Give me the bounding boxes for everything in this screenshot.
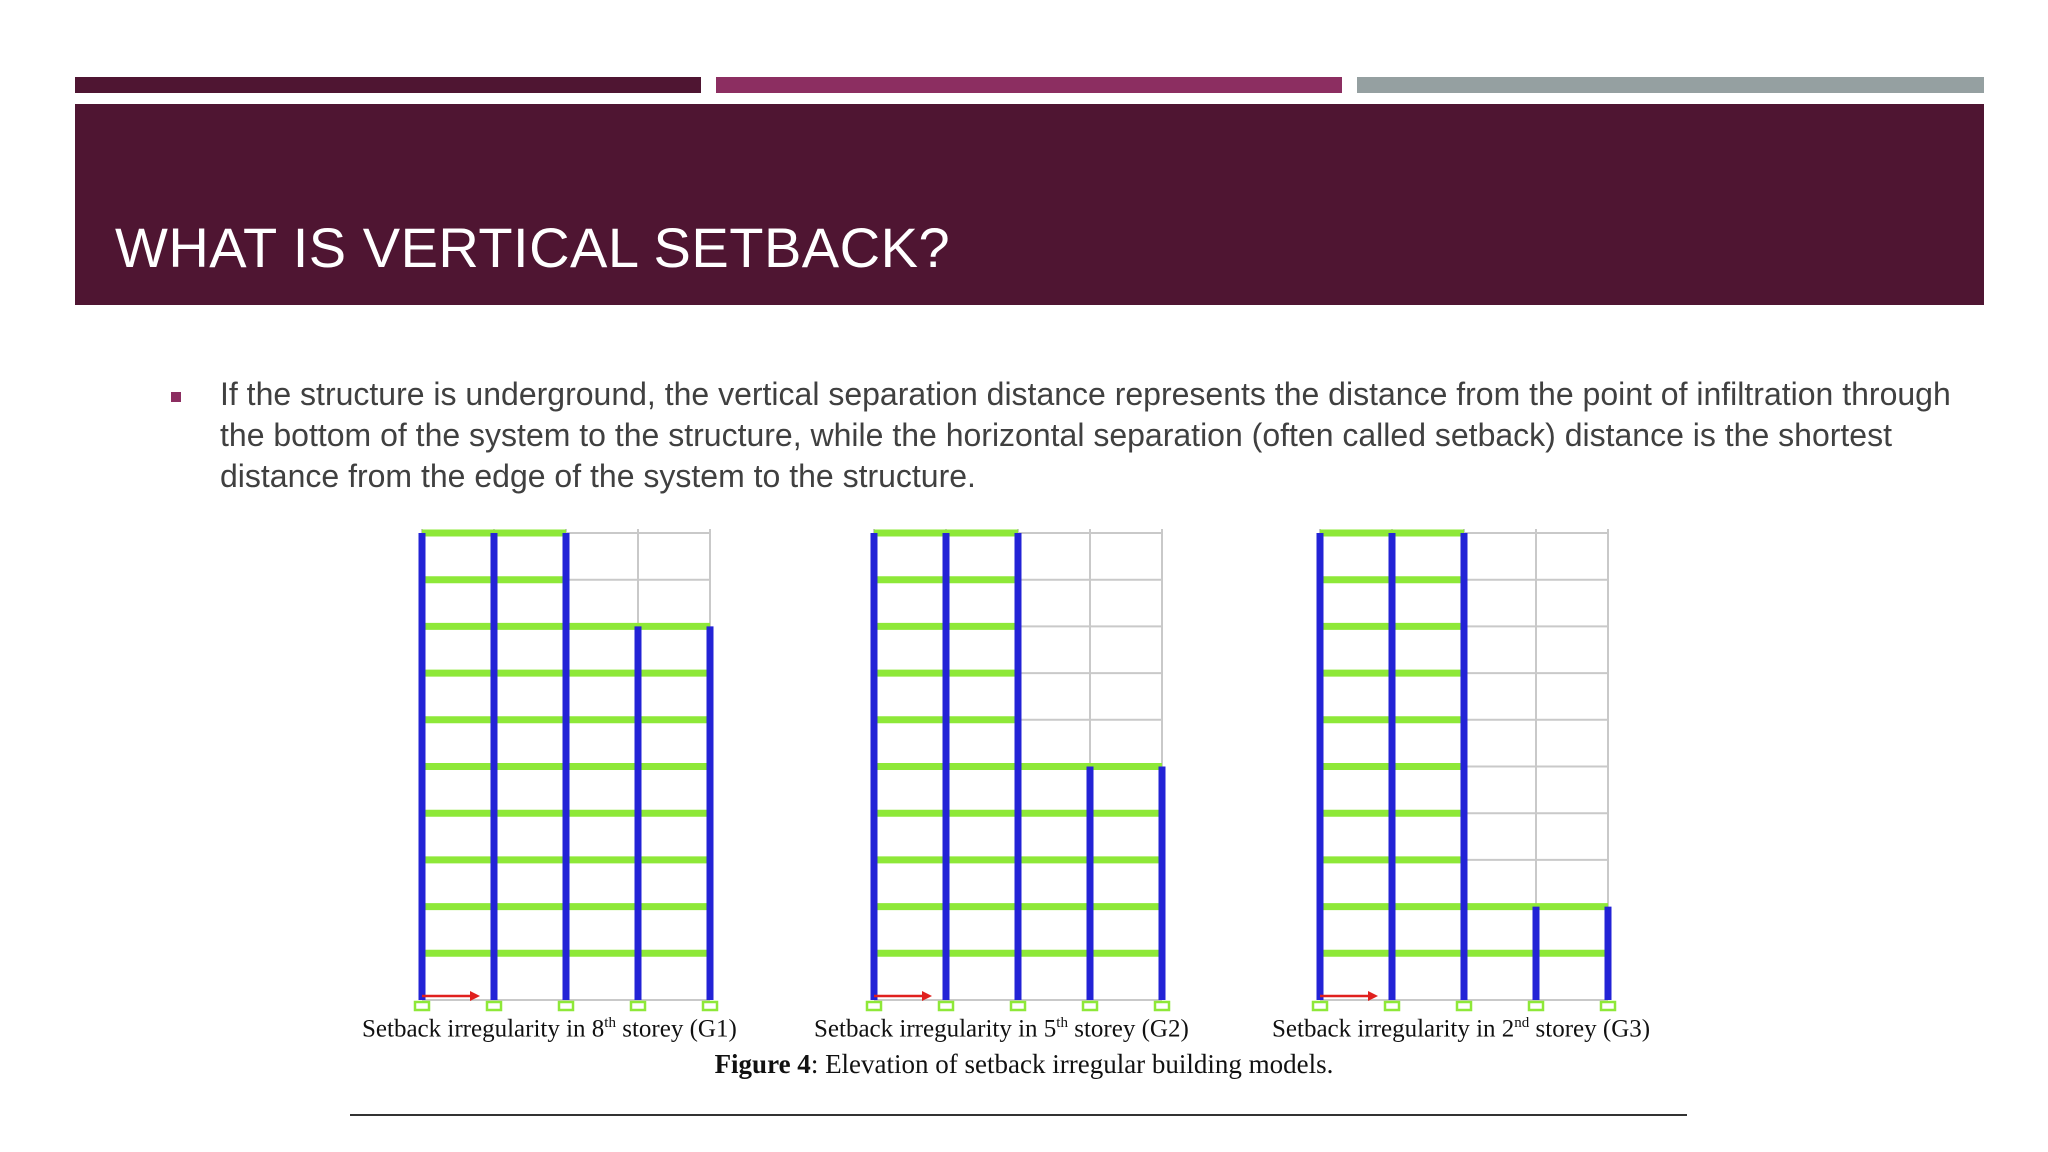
bullet-list: If the structure is underground, the ver… — [168, 374, 1968, 497]
caption-g3: Setback irregularity in 2nd storey (G3) — [1272, 1015, 1651, 1043]
support-icon — [1455, 1000, 1473, 1012]
support-icon — [629, 1000, 647, 1012]
title-banner: WHAT IS VERTICAL SETBACK? — [75, 104, 1984, 305]
caption-rule — [350, 1114, 1687, 1116]
support-icon — [1383, 1000, 1401, 1012]
accent-bar-gray — [1357, 77, 1984, 93]
support-icon — [557, 1000, 575, 1012]
support-icon — [1599, 1000, 1617, 1012]
support-icon — [413, 1000, 431, 1012]
bullet-item: If the structure is underground, the ver… — [168, 374, 1968, 497]
support-icon — [1153, 1000, 1171, 1012]
elevation-figure — [340, 520, 1710, 1120]
support-icon — [937, 1000, 955, 1012]
support-icon — [1527, 1000, 1545, 1012]
accent-bar-magenta — [716, 77, 1342, 93]
support-icon — [701, 1000, 719, 1012]
support-icon — [485, 1000, 503, 1012]
figure-caption: Figure 4: Elevation of setback irregular… — [714, 1049, 1334, 1079]
slide-title: WHAT IS VERTICAL SETBACK? — [115, 216, 951, 279]
support-icon — [865, 1000, 883, 1012]
caption-g1: Setback irregularity in 8th storey (G1) — [362, 1015, 737, 1043]
axis-arrow-icon — [1368, 991, 1378, 1001]
axis-arrow-icon — [470, 991, 480, 1001]
bullet-text: If the structure is underground, the ver… — [220, 376, 1951, 494]
caption-g2: Setback irregularity in 5th storey (G2) — [814, 1015, 1189, 1043]
support-icon — [1081, 1000, 1099, 1012]
support-icon — [1311, 1000, 1329, 1012]
square-bullet-icon — [171, 392, 181, 402]
building-models-drawing — [413, 529, 1617, 1012]
axis-arrow-icon — [922, 991, 932, 1001]
accent-bar-dark — [75, 77, 701, 93]
support-icon — [1009, 1000, 1027, 1012]
